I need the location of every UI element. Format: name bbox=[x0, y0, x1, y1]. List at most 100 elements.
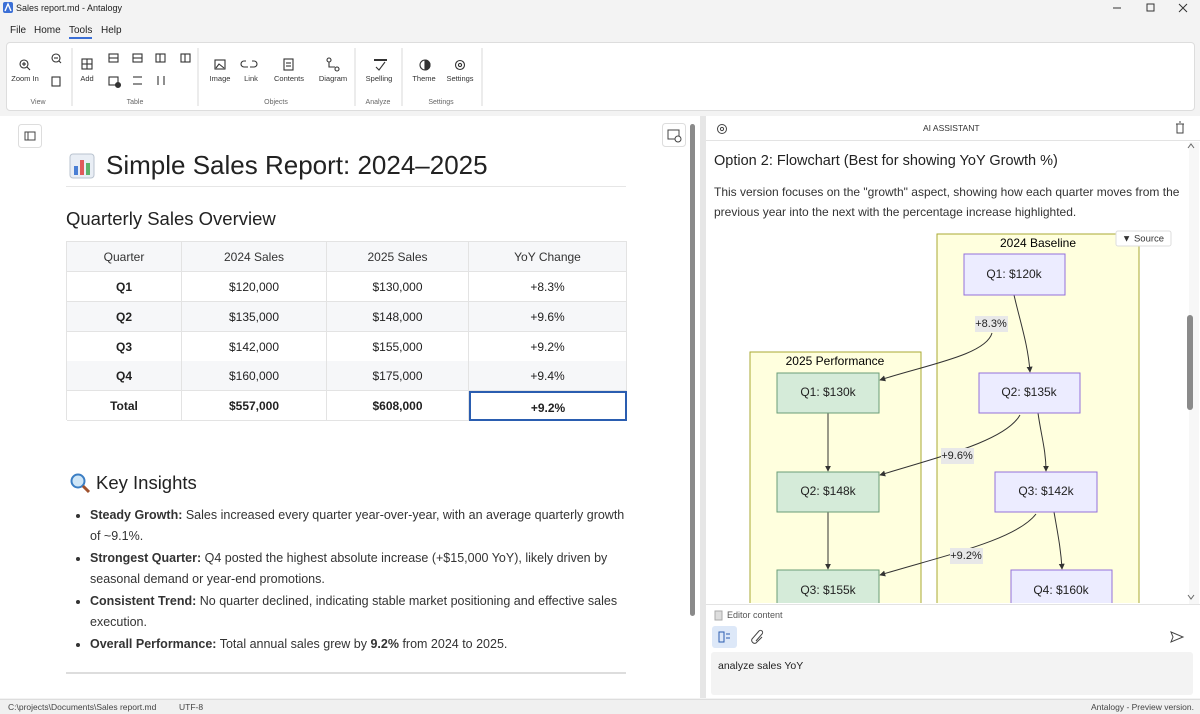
table-cell[interactable]: $160,000 bbox=[182, 361, 327, 391]
table-cell[interactable]: $120,000 bbox=[182, 272, 327, 302]
settings-icon[interactable] bbox=[715, 122, 729, 136]
window-title: Sales report.md - Antalogy bbox=[16, 3, 123, 13]
bullet-lead: Strongest Quarter: bbox=[90, 551, 202, 565]
scrollbar-thumb[interactable] bbox=[1187, 315, 1193, 410]
menu-item-active[interactable]: Tools bbox=[69, 25, 93, 39]
table-cell[interactable]: +9.2% bbox=[469, 391, 627, 421]
table-cell[interactable]: Q4 bbox=[67, 361, 182, 391]
source-button-label[interactable]: ▼ Source bbox=[1122, 234, 1164, 245]
bullet: Consistent Trend: No quarter declined, i… bbox=[90, 591, 636, 633]
bullet-text: Total annual sales grew by bbox=[216, 637, 371, 651]
ribbon-icons bbox=[19, 48, 483, 106]
group-label: 2024 Baseline bbox=[1000, 236, 1076, 250]
status-bar bbox=[0, 699, 1200, 714]
source-button[interactable] bbox=[1115, 230, 1172, 247]
bullet-lead: Steady Growth: bbox=[90, 508, 183, 522]
bullet-text: from 2024 to 2025. bbox=[398, 637, 508, 651]
app-icon bbox=[3, 2, 13, 13]
table-cell[interactable]: Q2 bbox=[67, 302, 182, 332]
divider bbox=[66, 672, 626, 674]
section-heading: Quarterly Sales Overview bbox=[66, 208, 276, 229]
ribbon bbox=[6, 42, 1195, 111]
table-cell[interactable]: $557,000 bbox=[182, 391, 327, 421]
scrollbar-thumb[interactable] bbox=[690, 124, 695, 616]
ribbon-button-label[interactable]: Contents bbox=[273, 74, 305, 83]
menu-item[interactable]: Help bbox=[101, 25, 122, 36]
sidebar-toggle[interactable] bbox=[18, 124, 42, 148]
node-label: Q2: $135k bbox=[1001, 385, 1057, 399]
window-controls[interactable] bbox=[1105, 0, 1200, 16]
table-header-cell[interactable]: Quarter bbox=[67, 242, 182, 272]
scroll-arrows[interactable] bbox=[1186, 140, 1196, 605]
context-label: Editor content bbox=[727, 610, 783, 620]
clear-icon[interactable] bbox=[1173, 121, 1187, 135]
section-heading: Key Insights bbox=[96, 472, 197, 493]
table-cell[interactable]: $608,000 bbox=[327, 391, 469, 421]
ribbon-group-label: Settings bbox=[428, 99, 454, 106]
chat-input[interactable] bbox=[711, 652, 1193, 695]
ribbon-group-label: Table bbox=[126, 99, 144, 106]
table-cell[interactable]: +9.2% bbox=[469, 332, 627, 362]
editor-pane: Simple Sales Report: 2024–2025 Quarterly… bbox=[0, 116, 700, 698]
table-header-cell[interactable]: 2025 Sales bbox=[327, 242, 469, 272]
bullet-lead: Consistent Trend: bbox=[90, 594, 197, 608]
ribbon-button-label[interactable]: Link bbox=[244, 74, 258, 83]
node-label: Q1: $130k bbox=[800, 385, 856, 399]
bullet-emphasis: 9.2% bbox=[370, 637, 399, 651]
ribbon-button-label[interactable]: Settings bbox=[446, 74, 474, 83]
table-cell[interactable]: Q3 bbox=[67, 332, 182, 362]
table-cell[interactable]: +9.6% bbox=[469, 302, 627, 332]
edge-label: +9.6% bbox=[941, 450, 973, 462]
menu-item[interactable]: File bbox=[10, 25, 27, 36]
ribbon-group-label: Analyze bbox=[365, 99, 391, 106]
status-path: C:\projects\Documents\Sales report.md bbox=[8, 702, 157, 712]
edge-label: +9.2% bbox=[950, 550, 982, 562]
edge-label: +8.3% bbox=[975, 318, 1007, 330]
ribbon-button-label[interactable]: Add bbox=[80, 74, 94, 83]
table-cell[interactable]: $135,000 bbox=[182, 302, 327, 332]
ribbon-button-label[interactable]: Theme bbox=[412, 74, 436, 83]
group-label: 2025 Performance bbox=[786, 354, 885, 368]
ribbon-button-label[interactable]: Zoom In bbox=[11, 74, 39, 83]
sales-table: Quarter 2024 Sales 2025 Sales YoY Change Q1 $… bbox=[66, 241, 627, 421]
status-version: Antalogy - Preview version. bbox=[1091, 702, 1194, 712]
ribbon-group-label: View bbox=[30, 99, 46, 106]
table-cell[interactable]: Q1 bbox=[67, 272, 182, 302]
table-header-cell[interactable]: 2024 Sales bbox=[182, 242, 327, 272]
table-cell[interactable]: Total bbox=[67, 391, 182, 421]
divider bbox=[706, 140, 1200, 141]
divider bbox=[66, 186, 626, 187]
ribbon-group-label: Objects bbox=[264, 99, 288, 106]
node-label: Q3: $155k bbox=[800, 583, 856, 597]
title-bar bbox=[0, 0, 1200, 16]
node-label: Q1: $120k bbox=[986, 267, 1042, 281]
chat-input-text[interactable]: analyze sales YoY bbox=[718, 660, 804, 672]
bullet-text: Sales increased every quarter year-over-… bbox=[90, 508, 625, 543]
table-cell[interactable]: $155,000 bbox=[327, 332, 469, 362]
scrollbar-track bbox=[1189, 142, 1199, 604]
divider bbox=[706, 604, 1200, 605]
table-cell[interactable]: $175,000 bbox=[327, 361, 469, 391]
magnifier-emoji bbox=[70, 473, 91, 494]
bullet-text: No quarter declined, indicating stable m… bbox=[90, 594, 618, 629]
splitter[interactable] bbox=[700, 116, 706, 698]
status-encoding: UTF-8 bbox=[179, 702, 204, 712]
table-cell[interactable]: $130,000 bbox=[327, 272, 469, 302]
assistant-header: AI ASSISTANT bbox=[923, 123, 980, 133]
ribbon-button-label[interactable]: Image bbox=[209, 74, 231, 83]
table-cell[interactable]: $142,000 bbox=[182, 332, 327, 362]
bullet: Overall Performance: Total annual sales … bbox=[90, 634, 636, 655]
ribbon-button-label[interactable]: Spelling bbox=[365, 74, 393, 83]
table-cell[interactable]: +9.4% bbox=[469, 361, 627, 391]
document-title: Simple Sales Report: 2024–2025 bbox=[106, 150, 488, 180]
bullet-text: Q4 posted the highest absolute increase … bbox=[90, 551, 608, 586]
table-cell[interactable]: +8.3% bbox=[469, 272, 627, 302]
composer-actions[interactable] bbox=[712, 626, 1192, 650]
menu-item[interactable]: Home bbox=[34, 25, 61, 36]
node-label: Q3: $142k bbox=[1018, 484, 1074, 498]
ribbon-button-label[interactable]: Diagram bbox=[318, 74, 348, 83]
table-header-cell[interactable]: YoY Change bbox=[469, 242, 627, 272]
preview-toggle[interactable] bbox=[662, 123, 686, 147]
table-cell[interactable]: $148,000 bbox=[327, 302, 469, 332]
